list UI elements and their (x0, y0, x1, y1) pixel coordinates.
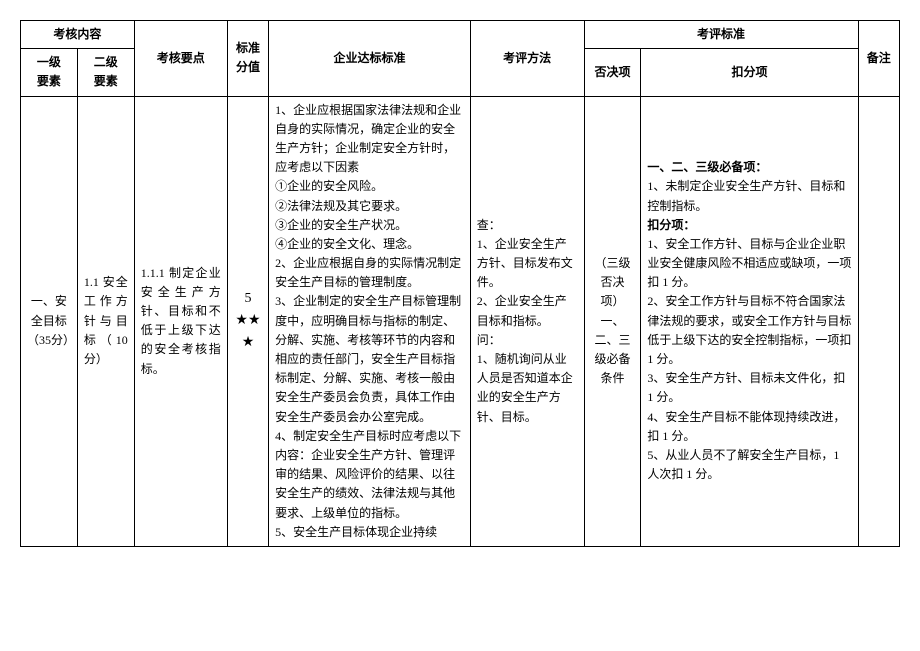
cell-veto: （三级否决项）一、二、三级必备条件 (584, 96, 641, 546)
header-assess-content: 考核内容 (21, 21, 135, 49)
table-body: 一、安全目标（35分） 1.1 安全工作方针与目标（10 分） 1.1.1 制定… (21, 96, 900, 546)
header-eval-std: 考评标准 (584, 21, 858, 49)
table-row: 一、安全目标（35分） 1.1 安全工作方针与目标（10 分） 1.1.1 制定… (21, 96, 900, 546)
header-score-std: 标准分值 (227, 21, 268, 97)
table-header: 考核内容 考核要点 标准分值 企业达标标准 考评方法 考评标准 备注 一级要素 … (21, 21, 900, 97)
deduct-title-2: 扣分项： (647, 218, 695, 232)
cell-eval-method: 查：1、企业安全生产方针、目标发布文件。2、企业安全生产目标和指标。问：1、随机… (470, 96, 584, 546)
header-enterprise-std: 企业达标标准 (269, 21, 471, 97)
header-deduct: 扣分项 (641, 49, 858, 96)
cell-level1: 一、安全目标（35分） (21, 96, 78, 546)
cell-level2: 1.1 安全工作方针与目标（10 分） (77, 96, 134, 546)
header-eval-method: 考评方法 (470, 21, 584, 97)
cell-point: 1.1.1 制定企业安全生产方针、目标和不低于上级下达的安全考核指标。 (134, 96, 227, 546)
header-veto: 否决项 (584, 49, 641, 96)
header-level1: 一级要素 (21, 49, 78, 96)
cell-deduct: 一、二、三级必备项： 1、未制定企业安全生产方针、目标和控制指标。 扣分项： 1… (641, 96, 858, 546)
header-remark: 备注 (858, 21, 899, 97)
header-level2: 二级要素 (77, 49, 134, 96)
header-key-points: 考核要点 (134, 21, 227, 97)
cell-remark (858, 96, 899, 546)
cell-score: 5★★★ (227, 96, 268, 546)
deduct-title-1: 一、二、三级必备项： (647, 160, 767, 174)
deduct-body-2: 1、安全工作方针、目标与企业企业职业安全健康风险不相适应或缺项，一项扣 1 分。… (647, 237, 851, 481)
cell-enterprise-std: 1、企业应根据国家法律法规和企业自身的实际情况，确定企业的安全生产方针；企业制定… (269, 96, 471, 546)
assessment-table: 考核内容 考核要点 标准分值 企业达标标准 考评方法 考评标准 备注 一级要素 … (20, 20, 900, 547)
deduct-body-1: 1、未制定企业安全生产方针、目标和控制指标。 (647, 179, 845, 212)
